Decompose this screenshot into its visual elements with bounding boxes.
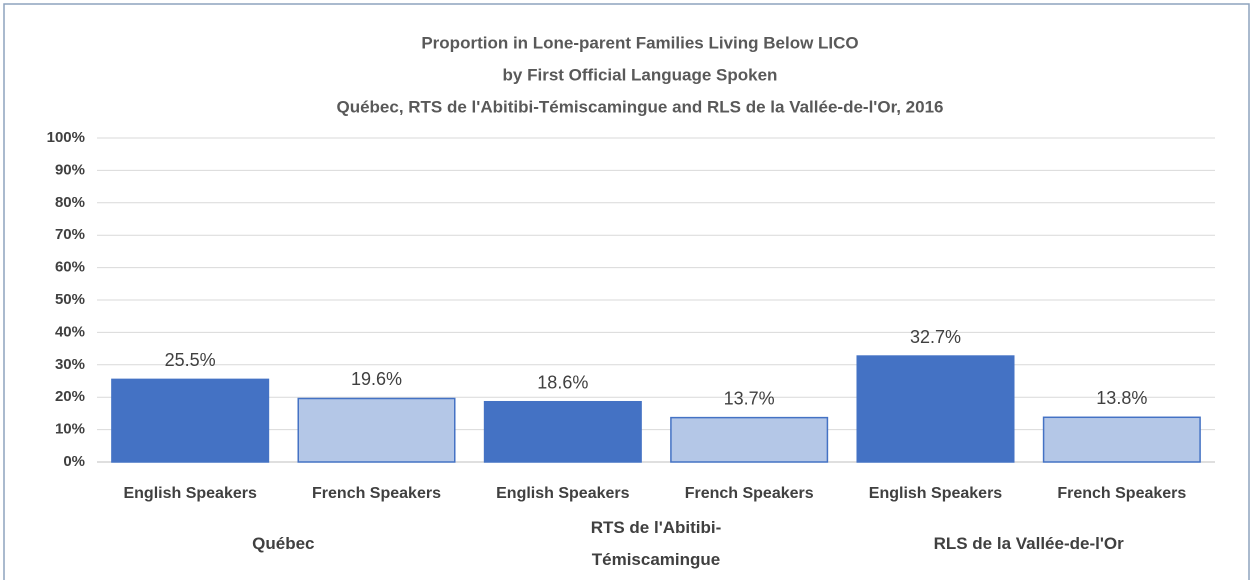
data-label: 18.6% bbox=[537, 372, 588, 392]
y-tick-label: 60% bbox=[55, 259, 85, 276]
data-label: 13.8% bbox=[1096, 388, 1147, 408]
y-tick-label: 0% bbox=[63, 453, 85, 470]
x-tick-label: French Speakers bbox=[312, 485, 441, 502]
y-tick-label: 90% bbox=[55, 161, 85, 178]
data-label: 32.7% bbox=[910, 327, 961, 347]
group-label: Québec bbox=[252, 534, 315, 553]
bar bbox=[1042, 416, 1201, 463]
x-tick-label: English Speakers bbox=[123, 485, 256, 502]
chart-title: by First Official Language Spoken bbox=[503, 65, 778, 84]
x-tick-label: French Speakers bbox=[685, 485, 814, 502]
bar bbox=[297, 397, 456, 463]
y-tick-label: 10% bbox=[55, 421, 85, 438]
x-tick-label: French Speakers bbox=[1057, 485, 1186, 502]
y-tick-label: 70% bbox=[55, 226, 85, 243]
y-tick-label: 100% bbox=[47, 129, 85, 146]
group-label: RTS de l'Abitibi-Témiscamingue bbox=[590, 518, 722, 569]
bar bbox=[670, 416, 829, 463]
group-label: RLS de la Vallée-de-l'Or bbox=[933, 534, 1124, 553]
x-tick-label: English Speakers bbox=[496, 485, 629, 502]
chart-title: Québec, RTS de l'Abitibi-Témiscamingue a… bbox=[336, 97, 943, 116]
data-label: 13.7% bbox=[724, 388, 775, 408]
x-tick-label: English Speakers bbox=[869, 485, 1002, 502]
bar bbox=[111, 378, 270, 463]
y-tick-label: 20% bbox=[55, 388, 85, 405]
frame bbox=[3, 3, 1250, 580]
y-tick-label: 80% bbox=[55, 194, 85, 211]
bar bbox=[856, 355, 1015, 463]
y-tick-label: 50% bbox=[55, 291, 85, 308]
y-tick-label: 30% bbox=[55, 356, 85, 373]
data-label: 25.5% bbox=[165, 350, 216, 370]
data-label: 19.6% bbox=[351, 369, 402, 389]
chart-title: Proportion in Lone-parent Families Livin… bbox=[421, 33, 858, 52]
y-tick-label: 40% bbox=[55, 323, 85, 340]
bar bbox=[483, 400, 642, 463]
